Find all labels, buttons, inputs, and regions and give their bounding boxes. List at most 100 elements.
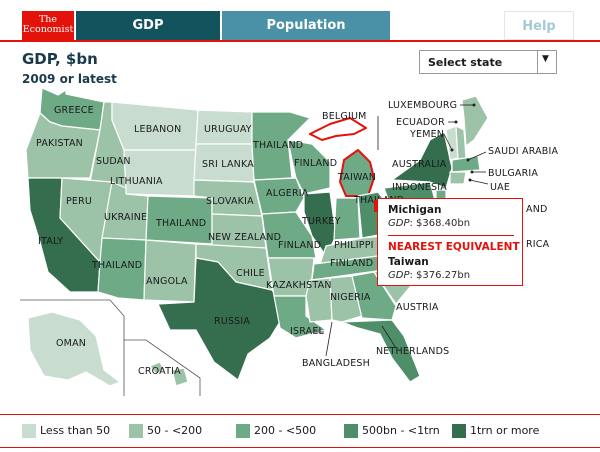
dot-uae [468,178,472,182]
state-minnesota[interactable] [251,111,311,181]
label-ukraine: UKRAINE [104,212,147,223]
state-michigan-upper[interactable] [309,117,367,141]
label-taiwan-mi: TAIWAN [337,172,376,183]
state-wyoming[interactable] [123,149,197,197]
label-belgium: BELGIUM [322,111,367,122]
label-new-zealand: NEW ZEALAND [208,232,281,243]
label-luxembourg: LUXEMBOURG [388,100,457,111]
legend-divider-bottom [0,447,600,448]
label-bangladesh: BANGLADESH [302,358,370,369]
state-select[interactable]: Select state ▼ [419,50,557,74]
state-iowa[interactable] [253,177,305,215]
label-rica-fragment: RICA [526,239,550,250]
economist-logo: The Economist [22,11,74,41]
label-uruguay: URUGUAY [204,124,252,135]
tooltip-country-name: Taiwan [388,256,429,268]
page-subtitle: 2009 or latest [22,72,117,86]
tooltip-state-name: Michigan [388,204,442,216]
dot-yemen [450,148,454,152]
leader-saudi [467,151,487,161]
leader-uae [469,179,489,185]
legend-swatch [129,424,143,438]
dropdown-arrow[interactable]: ▼ [537,51,556,73]
help-button[interactable]: Help [504,11,574,40]
label-bulgaria: BULGARIA [488,168,538,179]
tooltip-pointer [374,200,378,212]
label-kazakhstan: KAZAKHSTAN [266,280,332,291]
label-chile: CHILE [236,268,265,279]
label-indonesia: INDONESIA [392,182,447,193]
legend-label: 50 - <200 [147,424,203,437]
state-mississippi[interactable] [305,277,333,323]
label-angola: ANGOLA [146,276,188,287]
label-ecuador: ECUADOR [396,117,445,128]
legend-label: 500bn - <1trn [362,424,440,437]
label-nigeria: NIGERIA [330,292,371,303]
tooltip-state-gdp: GDP: $368.40bn [388,218,470,229]
label-finland-tn: FINLAND [330,258,373,269]
label-sri-lanka: SRI LANKA [202,159,254,170]
label-saudi-arabia: SAUDI ARABIA [488,146,559,157]
tooltip-state-gdp-value: : $368.40bn [409,218,471,229]
label-lithuania: LITHUANIA [110,176,163,187]
legend-label: 1trn or more [470,424,540,437]
tooltip-divider [388,235,514,236]
dot-ecuador [454,120,458,124]
tab-gdp[interactable]: GDP [76,11,220,40]
state-massachusetts[interactable] [451,155,481,173]
label-netherlands: NETHERLANDS [376,346,449,357]
label-lebanon: LEBANON [134,124,181,135]
hawaii-inset-frame [124,339,201,396]
dot-bulgaria [470,170,474,174]
state-wisconsin[interactable] [287,139,331,195]
label-thailand-co: THAILAND [155,218,206,229]
tooltip-country-gdp: GDP: $376.27bn [388,270,470,281]
leader-yemen [443,133,453,151]
chevron-down-icon: ▼ [542,54,549,64]
state-alaska[interactable] [27,311,121,387]
state-select-value: Select state [428,56,503,69]
logo-text-line2: Economist [22,24,74,35]
leader-bangladesh [325,321,333,357]
legend-swatch [344,424,358,438]
label-uae: UAE [490,182,510,193]
state-georgia[interactable] [351,271,397,321]
label-sudan: SUDAN [96,156,131,167]
label-austria: AUSTRIA [396,302,439,313]
gdp-tooltip: Michigan GDP: $368.40bn NEAREST EQUIVALE… [377,198,523,286]
state-maine[interactable] [461,95,489,147]
legend-swatch [22,424,36,438]
legend-swatch [236,424,250,438]
tooltip-gdp-label: GDP [388,218,410,229]
logo-text-line1: The [38,14,58,25]
label-peru: PERU [66,196,92,207]
tooltip-gdp-label-2: GDP [388,270,410,281]
state-hawaii-big[interactable] [171,367,189,387]
label-israel: ISRAEL [290,326,325,337]
alaska-inset-frame [20,299,125,396]
state-michigan[interactable] [339,149,375,197]
dot-luxembourg [472,103,476,107]
legend-label: 200 - <500 [254,424,317,437]
state-hawaii[interactable] [149,361,165,375]
state-connecticut[interactable] [449,171,467,185]
header-divider [0,40,600,42]
label-australia: AUSTRALIA [392,159,447,170]
label-turkey: TURKEY [301,216,341,227]
label-pakistan: PAKISTAN [36,138,83,149]
tooltip-heading: NEAREST EQUIVALENT [388,241,520,253]
leader-netherlands [381,325,397,349]
tab-population[interactable]: Population [222,11,390,40]
state-missouri[interactable] [261,211,317,259]
state-texas[interactable] [157,257,287,381]
state-alabama[interactable] [329,275,363,323]
label-thailand-az: THAILAND [91,260,142,271]
label-italy: ITALY [38,236,63,247]
legend-swatch [452,424,466,438]
label-slovakia: SLOVAKIA [206,196,254,207]
state-new-york[interactable] [391,131,453,189]
label-thailand-mn: THAILAND [252,140,303,151]
state-new-mexico[interactable] [143,239,197,303]
state-florida[interactable] [341,319,421,383]
